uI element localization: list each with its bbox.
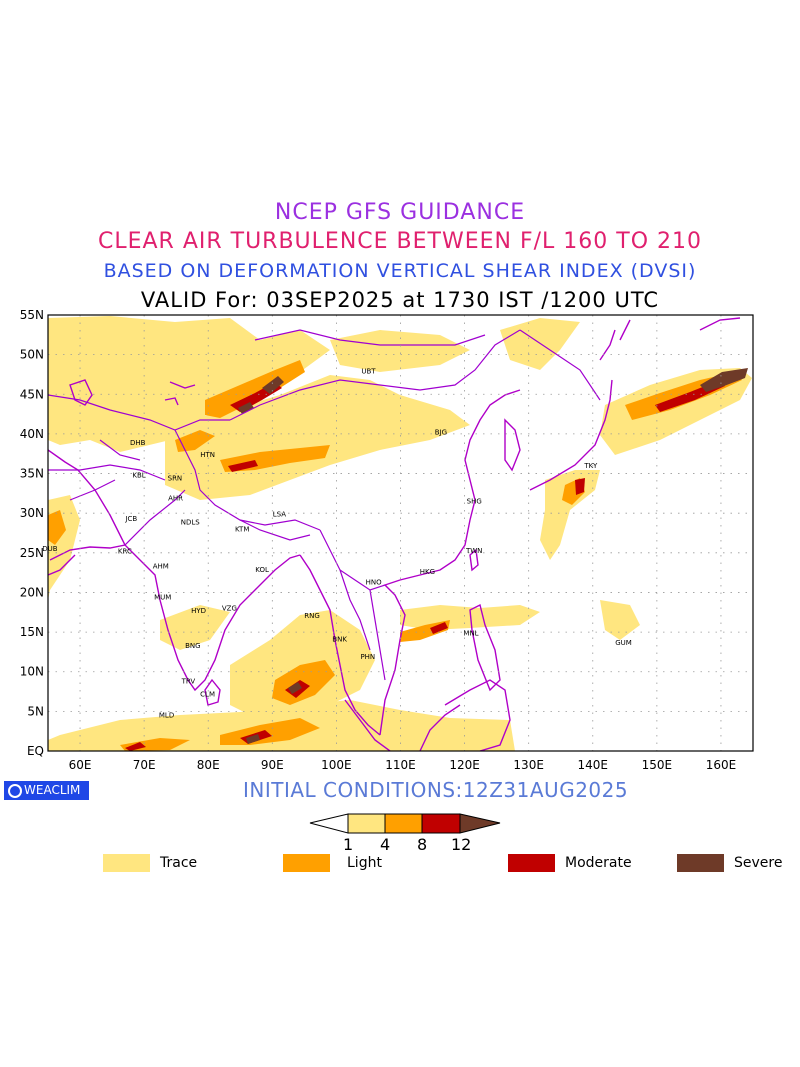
legend-label-trace: Trace [160,855,198,871]
map-frame [47,314,754,752]
city-label: SRN [168,475,183,483]
lat-label: 45N [20,387,44,401]
lon-label: 110E [385,758,416,772]
legend-swatch-moderate [508,854,555,872]
severe-areas [238,368,748,744]
city-label: TRV [181,678,196,686]
legend-swatch-trace [103,854,150,872]
lon-label: 70E [133,758,156,772]
lon-label: 130E [513,758,544,772]
city-label: NDLS [181,518,201,526]
city-label: JCB [124,515,137,523]
lat-label: 5N [27,704,44,718]
city-label: GUM [615,639,632,647]
city-label: HTN [200,451,215,459]
lat-label: 55N [20,308,44,322]
turbulence-map: 55N 50N 45N 40N 35N 30N 25N 20N 15N 10N 5N EQ 60E 70… [20,308,754,772]
city-label: VZG [222,605,237,613]
city-label: CLM [200,690,215,698]
legend-label-moderate: Moderate [565,855,632,871]
lat-label: 15N [20,625,44,639]
country-borders [48,329,601,681]
city-label: KRC [118,548,132,556]
legend-swatch-severe [677,854,724,872]
colorbar-moderate [421,813,461,834]
legend-label-light: Light [347,855,382,871]
lon-label: 160E [706,758,737,772]
colorbar-tick-4: 4 [380,835,391,854]
city-label: HKG [420,568,435,576]
city-label: UBT [361,368,376,376]
city-label: TKY [583,462,598,470]
lon-label: 60E [69,758,92,772]
city-label: HNO [366,579,383,587]
lat-label: 10N [20,665,44,679]
initial-conditions: INITIAL CONDITIONS:12Z31AUG2025 [243,778,629,802]
lon-label: 150E [642,758,673,772]
lon-label: 120E [449,758,480,772]
graticule [48,315,753,751]
city-label: MUM [154,594,171,602]
lon-label: 90E [261,758,284,772]
colorbar-light [384,813,423,834]
city-label: MLD [159,712,174,720]
city-label: PHN [360,653,375,661]
lat-label: 40N [20,427,44,441]
lat-label: EQ [27,744,44,758]
legend-swatch-light [283,854,330,872]
title-line-1: NCEP GFS GUIDANCE [274,200,526,225]
city-label: BNG [185,642,200,650]
city-label: SHG [467,498,482,506]
legend-label-severe: Severe [734,855,783,871]
lat-label: 25N [20,546,44,560]
lon-label: 100E [321,758,352,772]
colorbar-trace [347,813,386,834]
lat-label: 35N [20,467,44,481]
city-label: AHR [168,494,183,502]
colorbar-tick-1: 1 [343,835,354,854]
colorbar-tick-8: 8 [417,835,428,854]
lon-label: 140E [578,758,609,772]
city-label: TWN [465,547,482,555]
city-label: KBL [132,472,145,480]
city-label: LSA [273,510,286,518]
coastlines [48,317,741,751]
title-line-3: BASED ON DEFORMATION VERTICAL SHEAR INDE… [103,260,697,282]
colorbar-low-arrow [309,813,349,834]
city-label: KTM [235,525,249,533]
city-label: DHB [130,439,146,447]
trace-areas [48,316,752,751]
globe-icon [8,784,22,798]
colorbar-severe-arrow [459,813,501,834]
longitude-labels: 60E 70E 80E 90E 100E 110E 120E 130E 140E 150E 160E [69,758,737,772]
valid-time-title: VALID For: 03SEP2025 at 1730 IST /1200 U… [140,288,660,312]
weaclim-logo: WEACLIM [4,781,89,800]
lon-label: 80E [197,758,220,772]
city-labels: UBT BJG DHB HTN KBL SRN AHR TKY SHG JCB NDLS LSA KTM… [42,368,632,720]
title-line-2: CLEAR AIR TURBULENCE BETWEEN F/L 160 TO … [97,229,703,254]
city-label: HYD [191,607,206,615]
lat-label: 50N [20,348,44,362]
city-label: MNL [463,629,478,637]
city-label: BJG [435,429,447,437]
lat-label: 30N [20,506,44,520]
weaclim-label: WEACLIM [24,783,81,797]
city-label: BNK [332,636,347,644]
city-label: DUB [42,545,58,553]
latitude-labels: 55N 50N 45N 40N 35N 30N 25N 20N 15N 10N 5N EQ [20,308,44,758]
city-label: RNG [304,612,320,620]
lat-label: 20N [20,585,44,599]
city-label: AHM [153,563,169,571]
city-label: KOL [255,566,269,574]
colorbar-tick-12: 12 [451,835,472,854]
turbulence-shading [48,316,752,751]
